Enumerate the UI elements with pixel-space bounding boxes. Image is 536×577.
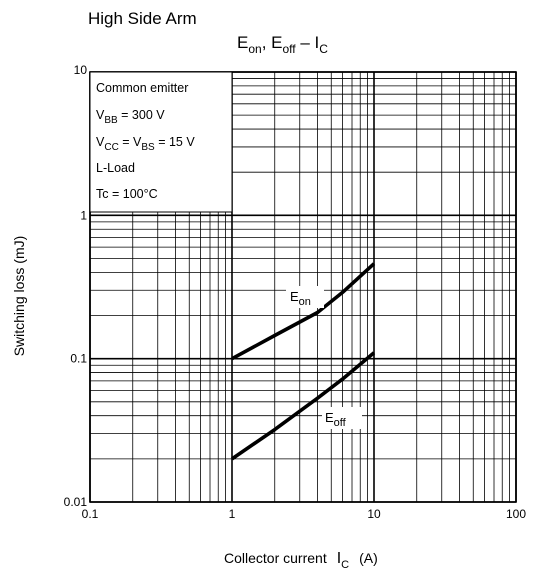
condition-line: L-Load — [96, 161, 135, 175]
series-layer — [230, 262, 376, 461]
series-label-e-on-text: Eon — [290, 289, 311, 308]
conditions-background — [89, 71, 233, 213]
x-tick-label: 100 — [506, 507, 526, 521]
series-line-e-off — [230, 351, 376, 461]
series-label-e-off: Eoff — [322, 407, 362, 429]
y-tick-label: 0.1 — [70, 352, 87, 366]
x-tick-label: 10 — [367, 507, 381, 521]
series-label-background — [286, 286, 324, 308]
series-label-e-off-text: Eoff — [325, 410, 347, 429]
x-tick-label: 1 — [229, 507, 236, 521]
condition-line: VBB = 300 V — [96, 108, 165, 126]
conditions-box: Common emitter VBB = 300 V VCC = VBS = 1… — [89, 71, 233, 213]
header-title: High Side Arm — [88, 9, 197, 28]
y-tick-label: 10 — [74, 63, 88, 77]
chart-title: Eon, Eoff – IC — [237, 33, 328, 56]
y-tick-label: 0.01 — [64, 495, 88, 509]
x-tick-label: 0.1 — [82, 507, 99, 521]
y-tick-label: 1 — [80, 208, 87, 222]
condition-line: VCC = VBS = 15 V — [96, 135, 195, 153]
x-axis-label: Collector current IC (A) — [224, 550, 378, 571]
condition-line: Common emitter — [96, 81, 188, 95]
series-label-e-on: Eon — [286, 286, 324, 308]
series-line-e-on — [231, 262, 376, 361]
condition-line: Tc = 100°C — [96, 187, 158, 201]
series-label-background — [322, 407, 362, 429]
plot-frame — [89, 71, 517, 503]
y-axis-label: Switching loss (mJ) — [11, 236, 27, 357]
